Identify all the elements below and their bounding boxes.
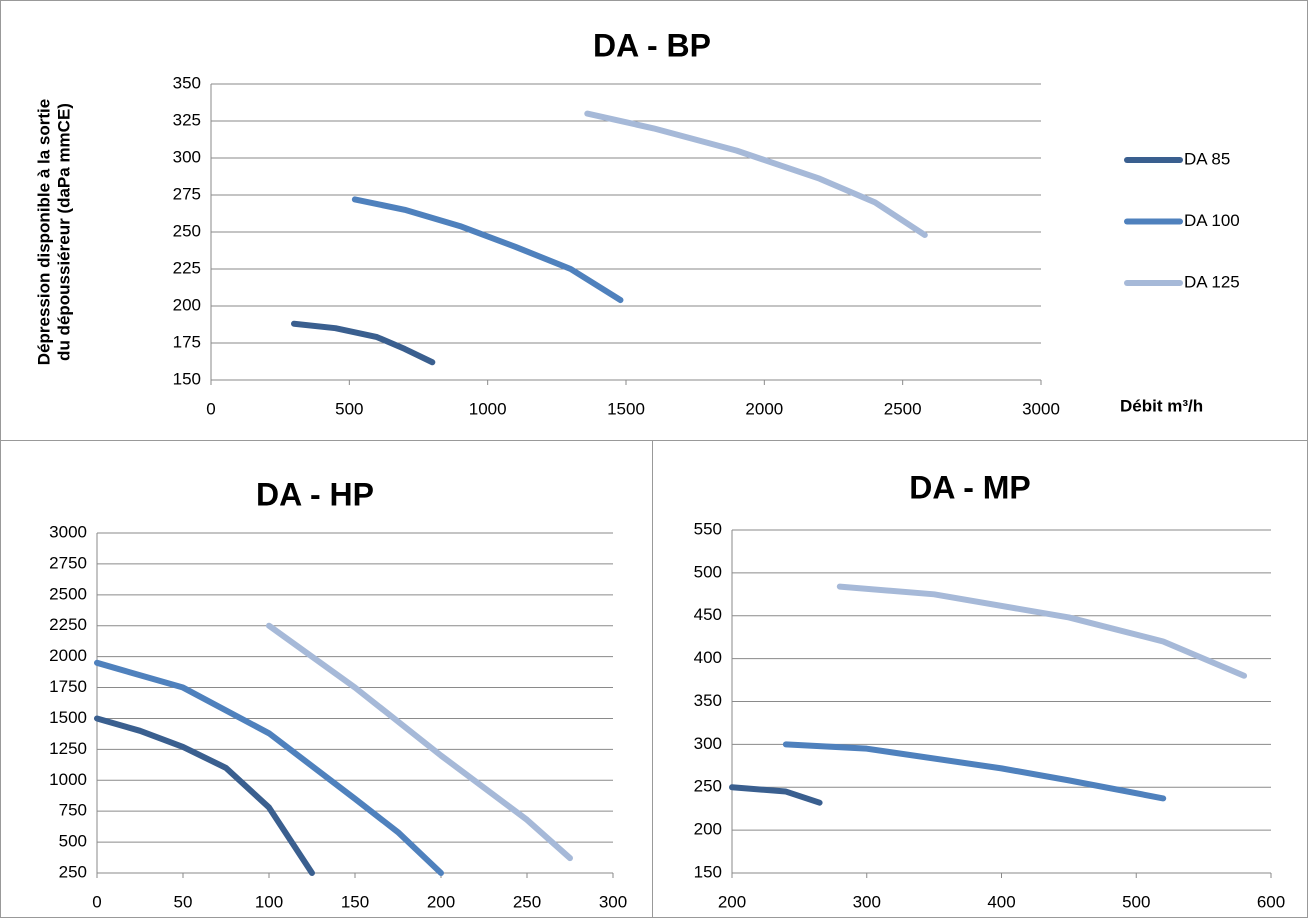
y-tick-label: 450 xyxy=(694,605,722,624)
y-tick-label: 500 xyxy=(694,562,722,581)
legend-label: DA 85 xyxy=(1184,149,1230,168)
legend-label: DA 100 xyxy=(1184,211,1240,230)
x-tick-label: 600 xyxy=(1257,892,1285,911)
x-tick-label: 100 xyxy=(255,892,283,911)
series-line xyxy=(94,715,315,876)
y-tick-label: 2500 xyxy=(49,584,87,603)
x-tick-label: 150 xyxy=(341,892,369,911)
y-tick-label: 350 xyxy=(173,73,201,92)
series-line xyxy=(266,622,573,862)
series-line xyxy=(836,583,1248,679)
y-tick-label: 225 xyxy=(173,258,201,277)
y-tick-label: 1500 xyxy=(49,708,87,727)
y-tick-label: 750 xyxy=(59,801,87,820)
y-tick-label: 1000 xyxy=(49,770,87,789)
y-tick-label: 2250 xyxy=(49,615,87,634)
y-tick-label: 400 xyxy=(694,648,722,667)
x-tick-label: 2000 xyxy=(745,399,783,418)
x-tick-label: 1500 xyxy=(607,399,645,418)
y-tick-label: 550 xyxy=(694,519,722,538)
y-tick-label: 325 xyxy=(173,110,201,129)
y-tick-label: 250 xyxy=(173,221,201,240)
y-tick-label: 3000 xyxy=(49,522,87,541)
x-tick-label: 300 xyxy=(853,892,881,911)
y-tick-label: 350 xyxy=(694,691,722,710)
y-tick-label: 1750 xyxy=(49,677,87,696)
x-tick-label: 500 xyxy=(1122,892,1150,911)
series-line xyxy=(94,659,444,876)
y-tick-label: 250 xyxy=(59,862,87,881)
x-tick-label: 0 xyxy=(92,892,101,911)
chart-title: DA - HP xyxy=(256,476,374,512)
x-tick-label: 2500 xyxy=(884,399,922,418)
y-tick-label: 300 xyxy=(694,734,722,753)
x-tick-label: 500 xyxy=(335,399,363,418)
y-tick-label: 200 xyxy=(173,295,201,314)
series-line xyxy=(291,320,436,366)
y-tick-label: 2000 xyxy=(49,646,87,665)
legend-label: DA 125 xyxy=(1184,272,1240,291)
series-line xyxy=(729,784,823,806)
chart-title: DA - MP xyxy=(909,469,1030,505)
y-tick-label: 275 xyxy=(173,184,201,203)
y-tick-label: 150 xyxy=(173,369,201,388)
x-tick-label: 200 xyxy=(718,892,746,911)
y-tick-label: 300 xyxy=(173,147,201,166)
y-tick-label: 150 xyxy=(694,862,722,881)
y-tick-label: 250 xyxy=(694,777,722,796)
series-line xyxy=(351,196,624,304)
x-tick-label: 50 xyxy=(174,892,193,911)
series-line xyxy=(782,741,1167,802)
y-axis-label: Dépression disponible à la sortie xyxy=(34,99,53,365)
y-tick-label: 175 xyxy=(173,332,201,351)
x-axis-label: Débit m³/h xyxy=(1120,396,1203,415)
y-tick-label: 200 xyxy=(694,820,722,839)
x-tick-label: 250 xyxy=(513,892,541,911)
x-tick-label: 0 xyxy=(206,399,215,418)
panel xyxy=(652,440,1308,918)
x-tick-label: 1000 xyxy=(469,399,507,418)
x-tick-label: 200 xyxy=(427,892,455,911)
series-line xyxy=(584,110,928,238)
y-tick-label: 2750 xyxy=(49,553,87,572)
y-axis-label: du dépoussiéreur (daPa mmCE) xyxy=(54,103,73,361)
y-tick-label: 500 xyxy=(59,832,87,851)
x-tick-label: 400 xyxy=(987,892,1015,911)
x-tick-label: 3000 xyxy=(1022,399,1060,418)
x-tick-label: 300 xyxy=(599,892,627,911)
chart-title: DA - BP xyxy=(593,27,711,63)
y-tick-label: 1250 xyxy=(49,739,87,758)
